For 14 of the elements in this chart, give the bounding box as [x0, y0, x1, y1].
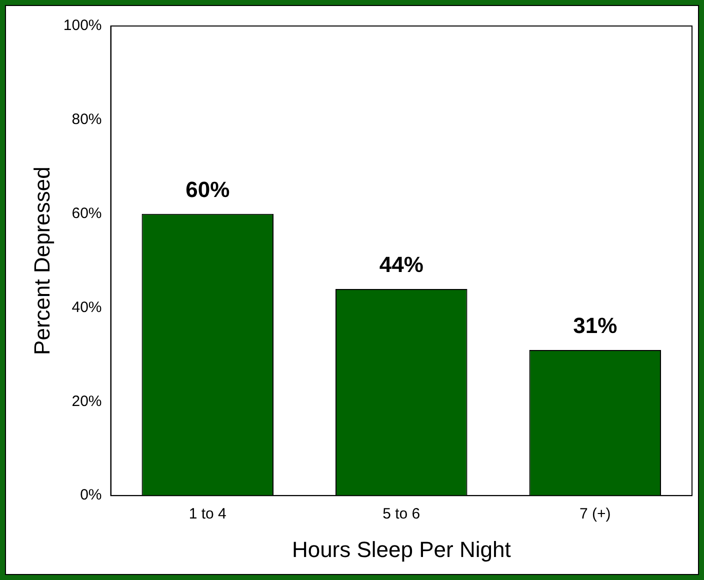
- x-tick-label: 7 (+): [579, 506, 611, 523]
- y-tick-label: 100%: [63, 17, 102, 34]
- x-axis-title: Hours Sleep Per Night: [292, 536, 511, 562]
- y-axis-title: Percent Depressed: [29, 166, 54, 355]
- data-label: 44%: [379, 252, 424, 278]
- x-tick-label: 1 to 4: [188, 506, 226, 523]
- data-label: 60%: [186, 176, 230, 202]
- x-tick-label: 5 to 6: [382, 506, 420, 523]
- y-tick-label: 40%: [72, 298, 102, 316]
- y-tick-label: 0%: [80, 486, 102, 504]
- y-tick-label: 20%: [72, 392, 102, 410]
- y-tick-label: 80%: [72, 111, 102, 128]
- data-label: 31%: [573, 313, 618, 338]
- y-tick-label: 60%: [72, 204, 102, 222]
